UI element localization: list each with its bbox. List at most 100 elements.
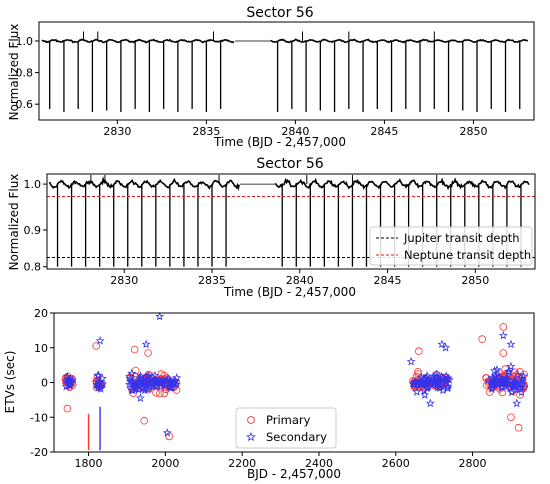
etv-point-secondary <box>144 382 154 392</box>
legend-star-shape <box>246 431 256 442</box>
etv-point-secondary <box>61 381 71 391</box>
etv-point-primary <box>63 404 72 413</box>
etv-point-secondary <box>430 377 440 387</box>
etv-point-secondary <box>136 373 146 383</box>
etv-point-secondary <box>506 339 516 349</box>
etv-point-secondary <box>441 342 451 352</box>
etv-point-secondary <box>431 369 441 379</box>
y-tick-label: 20 <box>34 307 48 320</box>
panel-1-frame <box>38 21 535 121</box>
y-tick-label: 0.8 <box>16 67 34 80</box>
flux-series-segment <box>270 38 529 44</box>
etv-point-secondary <box>504 366 514 376</box>
etv-point-secondary <box>408 379 418 388</box>
x-tick-label: 2850 <box>461 274 489 287</box>
etv-point-secondary <box>420 374 430 383</box>
etv-point-secondary <box>494 372 504 381</box>
legend-secondary-marker <box>246 431 256 442</box>
etv-point-secondary <box>443 381 453 391</box>
panel-3-axes: 1800 2000 2200 2400 2600 2800 -20 -10 0 10 20 <box>30 307 487 470</box>
etv-point-primary <box>514 423 523 432</box>
etv-point-secondary <box>125 372 135 381</box>
x-tick-label: 2000 <box>151 457 179 470</box>
etv-point-secondary <box>494 377 504 387</box>
etv-point-secondary <box>436 371 446 381</box>
etv-point-secondary <box>439 382 449 391</box>
etv-point-primary <box>140 416 149 425</box>
flux-series-segment <box>41 38 235 44</box>
etv-point-secondary <box>127 368 137 378</box>
etv-point-primary <box>507 413 515 422</box>
etv-point-primary <box>144 349 152 357</box>
panel-2-xlabel: Time (BJD - 2,457,000 <box>223 285 356 299</box>
etv-point-secondary <box>141 339 151 349</box>
etv-point-secondary <box>432 382 442 392</box>
x-tick-label: 2600 <box>382 457 410 470</box>
etv-point-secondary <box>132 379 142 389</box>
etv-point-secondary <box>488 382 498 392</box>
panel-3-legend-box <box>235 407 337 449</box>
legend-primary-marker <box>247 416 255 424</box>
etv-point-primary <box>499 349 508 357</box>
x-tick-label: 2835 <box>198 274 226 287</box>
x-tick-label: 2400 <box>305 457 333 470</box>
panel-1-title: Sector 56 <box>246 5 313 21</box>
x-tick-label: 1800 <box>75 457 103 470</box>
etv-point-secondary <box>127 385 137 394</box>
legend-primary-label: Primary <box>266 413 311 427</box>
etv-point-primary <box>414 347 423 356</box>
etv-point-secondary <box>506 361 516 371</box>
y-tick-label: 10 <box>34 342 48 355</box>
flux-series-segment <box>48 176 240 191</box>
y-tick-label: 0 <box>41 377 48 390</box>
etv-point-secondary <box>518 371 528 380</box>
panel-3-plot-area <box>61 311 529 451</box>
etv-point-secondary <box>62 371 72 381</box>
y-tick-label: 0.8 <box>24 261 42 274</box>
etv-point-secondary <box>125 377 135 386</box>
panel-2: Sector 56 2830 2835 2840 2845 28500.91.00.8 … <box>7 156 536 299</box>
etv-point-secondary <box>164 382 174 392</box>
etv-point-secondary <box>96 384 106 393</box>
x-tick-label: 2835 <box>192 125 220 138</box>
etv-point-primary <box>414 367 422 376</box>
etv-point-secondary <box>157 377 167 386</box>
y-tick-label: 0.9 <box>24 224 42 237</box>
y-tick-label: -20 <box>30 446 48 459</box>
etv-point-secondary <box>162 428 172 437</box>
etv-point-primary <box>482 374 491 382</box>
panel-1-ylabel: Normalized Flux <box>7 24 21 121</box>
x-tick-label: 2850 <box>459 125 487 138</box>
legend-secondary-label: Secondary <box>266 430 327 444</box>
etv-point-secondary <box>144 375 154 385</box>
etv-point-secondary <box>135 393 145 402</box>
etv-point-secondary <box>163 374 173 383</box>
etv-point-secondary <box>423 382 432 392</box>
panel-2-legend-box <box>369 226 533 266</box>
x-tick-label: 2830 <box>110 274 138 287</box>
etv-point-secondary <box>437 339 447 349</box>
x-tick-label: 2840 <box>281 125 309 138</box>
y-tick-label: -10 <box>30 411 48 424</box>
etv-point-secondary <box>487 380 497 389</box>
etv-point-secondary <box>492 365 502 374</box>
y-tick-label: 0.6 <box>16 98 34 111</box>
panel-1-axes: 2830 2835 2840 2845 2850 0.6 0.8 1.0 <box>16 35 488 138</box>
etv-point-secondary <box>500 374 510 383</box>
panel-2-frame <box>46 173 536 270</box>
etv-point-secondary <box>417 378 427 388</box>
etv-point-secondary <box>417 379 427 389</box>
y-tick-label: 1.0 <box>24 178 42 191</box>
etv-point-primary <box>478 335 487 343</box>
etv-point-secondary <box>93 370 103 380</box>
x-tick-label: 2830 <box>103 125 131 138</box>
panel-2-axes: 2830 2835 2840 2845 2850 0.9 1.0 0.8 <box>24 178 490 287</box>
x-tick-label: 2845 <box>374 274 402 287</box>
etv-point-secondary <box>517 387 526 397</box>
etv-point-secondary <box>64 374 74 384</box>
etv-point-secondary <box>498 330 508 340</box>
etv-point-secondary <box>512 398 522 408</box>
x-tick-label: 2840 <box>286 274 314 287</box>
panel-1: Sector 56 2830 2835 2840 2845 28500.60.81.0 … <box>7 5 535 149</box>
